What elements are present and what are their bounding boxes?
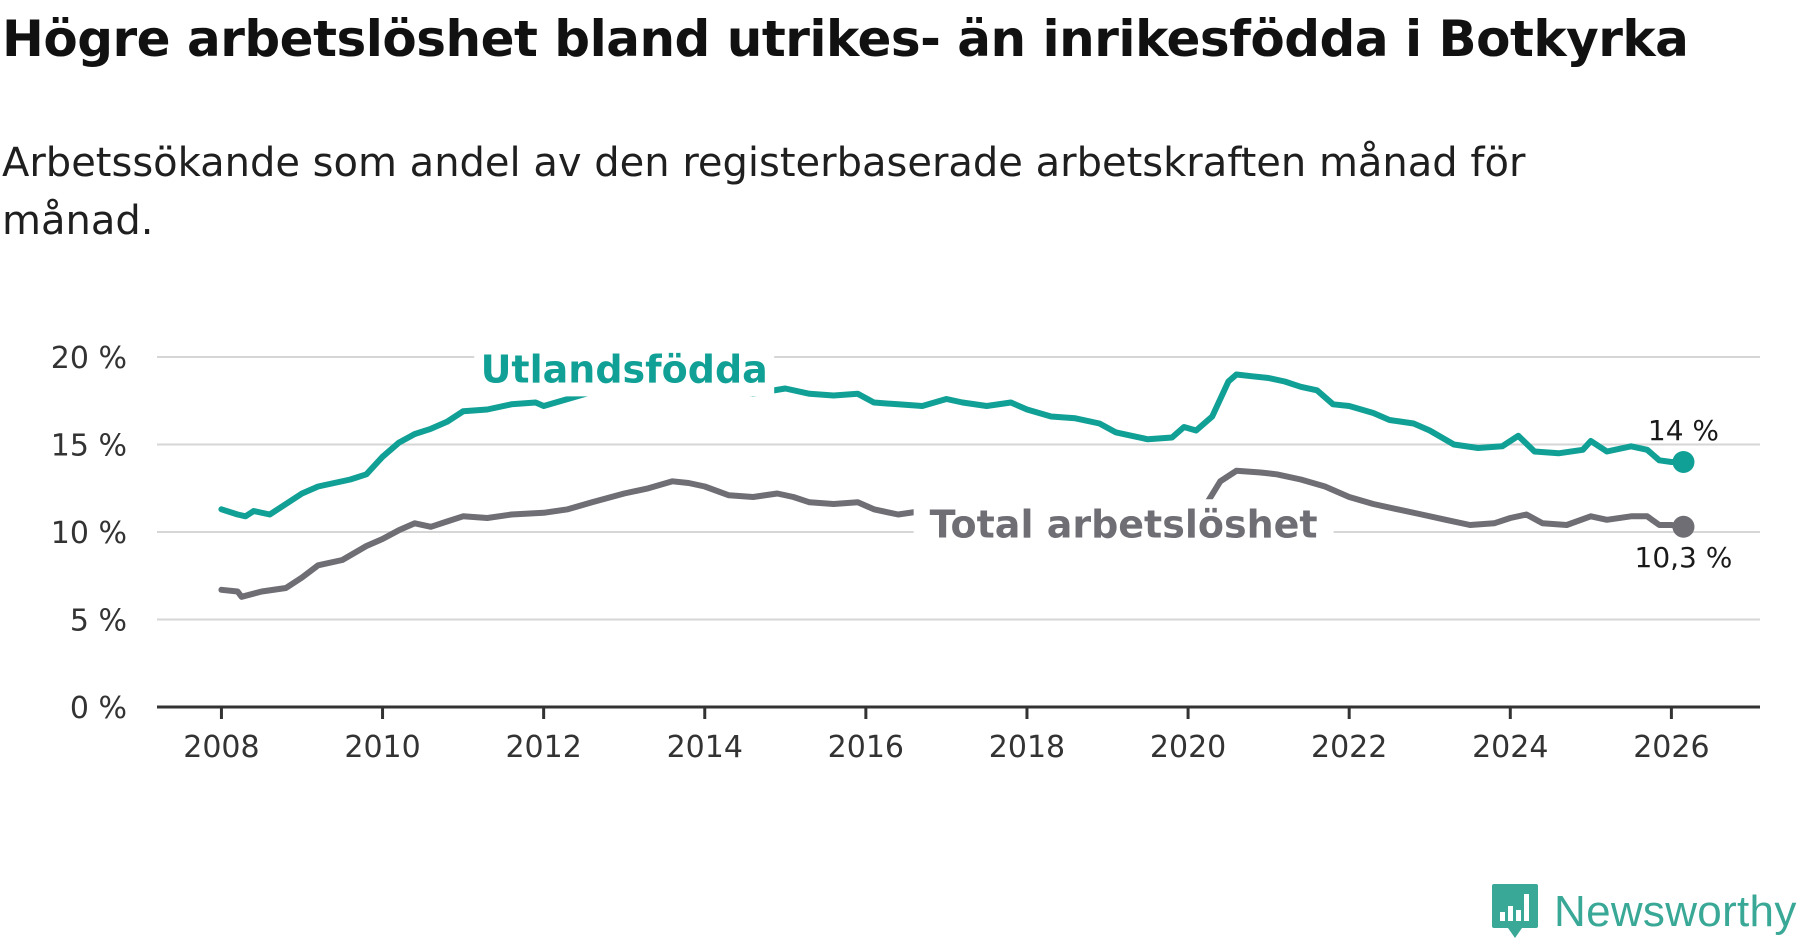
x-tick-label: 2016 xyxy=(828,730,904,765)
end-value-label-total: 10,3 % xyxy=(1635,541,1733,574)
newsworthy-logo-icon xyxy=(1492,884,1538,938)
x-tick-label: 2020 xyxy=(1150,730,1226,765)
chart-title: Högre arbetslöshet bland utrikes- än inr… xyxy=(2,10,1689,68)
series-label-halo xyxy=(913,499,1334,556)
x-tick-label: 2014 xyxy=(667,730,743,765)
end-value-label-utlandsfodda: 14 % xyxy=(1648,414,1719,447)
end-point-marker xyxy=(1672,451,1695,473)
x-tick-label: 2010 xyxy=(344,730,420,765)
series-lines xyxy=(218,371,1695,600)
x-tick-label: 2026 xyxy=(1633,730,1709,765)
series-line-utlandsfodda xyxy=(218,371,1687,520)
x-tick-label: 2012 xyxy=(505,730,581,765)
x-tick-label: 2008 xyxy=(183,730,259,765)
x-tick-label: 2022 xyxy=(1311,730,1387,765)
y-tick-label: 10 % xyxy=(51,516,127,551)
series-label-halo xyxy=(474,346,775,397)
chart-subtitle: Arbetssökande som andel av den registerb… xyxy=(2,140,1526,244)
line-chart: 2008 2010 2012 2014 2016 2018 2020 2022 2024 2026… xyxy=(51,341,1760,765)
y-axis: 0 % 5 % 10 % 15 % 20 % xyxy=(51,341,127,726)
y-tick-label: 20 % xyxy=(51,341,127,376)
y-tick-label: 5 % xyxy=(70,604,127,639)
x-tick-label: 2018 xyxy=(989,730,1065,765)
newsworthy-brand: Newsworthy xyxy=(1490,882,1797,942)
end-point-marker xyxy=(1672,515,1695,538)
series-label-utlandsfodda: Utlandsfödda xyxy=(481,347,768,391)
series-label-total: Total arbetslöshet xyxy=(930,502,1318,546)
x-axis: 2008 2010 2012 2014 2016 2018 2020 2022 2024 2026 xyxy=(157,705,1760,765)
series-labels: Utlandsfödda Total arbetslöshet 14 % 10,3 % xyxy=(474,346,1733,574)
brand-name: Newsworthy xyxy=(1554,887,1797,936)
y-tick-label: 0 % xyxy=(70,691,127,726)
grid-lines xyxy=(157,356,1760,621)
y-tick-label: 15 % xyxy=(51,429,127,464)
x-tick-label: 2024 xyxy=(1472,730,1548,765)
